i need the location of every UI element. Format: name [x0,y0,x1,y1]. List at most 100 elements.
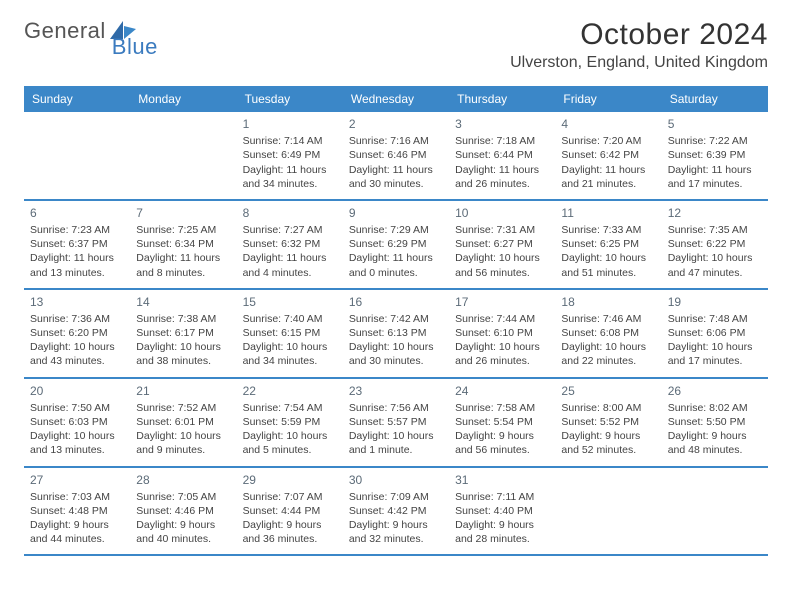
weekday-header: Saturday [662,86,768,112]
weekday-header-row: SundayMondayTuesdayWednesdayThursdayFrid… [24,86,768,112]
sunrise-text: Sunrise: 7:14 AM [243,134,337,148]
sunrise-text: Sunrise: 7:07 AM [243,490,337,504]
sunset-text: Sunset: 6:37 PM [30,237,124,251]
sunrise-text: Sunrise: 7:03 AM [30,490,124,504]
daylight-text: Daylight: 10 hours and 17 minutes. [668,340,762,368]
sunset-text: Sunset: 6:10 PM [455,326,549,340]
sunset-text: Sunset: 6:20 PM [30,326,124,340]
day-number: 5 [668,116,762,132]
day-cell: 8Sunrise: 7:27 AMSunset: 6:32 PMDaylight… [237,201,343,288]
day-number: 4 [561,116,655,132]
daylight-text: Daylight: 11 hours and 17 minutes. [668,163,762,191]
day-cell: 7Sunrise: 7:25 AMSunset: 6:34 PMDaylight… [130,201,236,288]
day-cell: 22Sunrise: 7:54 AMSunset: 5:59 PMDayligh… [237,379,343,466]
day-number: 12 [668,205,762,221]
daylight-text: Daylight: 11 hours and 30 minutes. [349,163,443,191]
week-row: 27Sunrise: 7:03 AMSunset: 4:48 PMDayligh… [24,468,768,557]
day-number: 26 [668,383,762,399]
daylight-text: Daylight: 10 hours and 43 minutes. [30,340,124,368]
day-cell: 10Sunrise: 7:31 AMSunset: 6:27 PMDayligh… [449,201,555,288]
day-number: 30 [349,472,443,488]
sunset-text: Sunset: 4:40 PM [455,504,549,518]
page-header: General Blue October 2024 Ulverston, Eng… [24,18,768,72]
daylight-text: Daylight: 10 hours and 1 minute. [349,429,443,457]
daylight-text: Daylight: 9 hours and 36 minutes. [243,518,337,546]
day-cell: 17Sunrise: 7:44 AMSunset: 6:10 PMDayligh… [449,290,555,377]
sunset-text: Sunset: 5:52 PM [561,415,655,429]
day-cell: 28Sunrise: 7:05 AMSunset: 4:46 PMDayligh… [130,468,236,555]
weekday-header: Monday [130,86,236,112]
day-cell: 18Sunrise: 7:46 AMSunset: 6:08 PMDayligh… [555,290,661,377]
sunrise-text: Sunrise: 7:38 AM [136,312,230,326]
daylight-text: Daylight: 9 hours and 44 minutes. [30,518,124,546]
sunset-text: Sunset: 6:29 PM [349,237,443,251]
sunset-text: Sunset: 6:49 PM [243,148,337,162]
empty-cell [555,468,661,555]
sunrise-text: Sunrise: 7:05 AM [136,490,230,504]
day-cell: 9Sunrise: 7:29 AMSunset: 6:29 PMDaylight… [343,201,449,288]
sunrise-text: Sunrise: 7:52 AM [136,401,230,415]
day-number: 29 [243,472,337,488]
daylight-text: Daylight: 10 hours and 30 minutes. [349,340,443,368]
daylight-text: Daylight: 9 hours and 48 minutes. [668,429,762,457]
sunset-text: Sunset: 6:42 PM [561,148,655,162]
sunrise-text: Sunrise: 7:25 AM [136,223,230,237]
daylight-text: Daylight: 10 hours and 51 minutes. [561,251,655,279]
day-cell: 24Sunrise: 7:58 AMSunset: 5:54 PMDayligh… [449,379,555,466]
sunset-text: Sunset: 4:44 PM [243,504,337,518]
sunset-text: Sunset: 6:15 PM [243,326,337,340]
daylight-text: Daylight: 10 hours and 13 minutes. [30,429,124,457]
sunrise-text: Sunrise: 8:00 AM [561,401,655,415]
day-number: 20 [30,383,124,399]
day-number: 2 [349,116,443,132]
sunset-text: Sunset: 5:57 PM [349,415,443,429]
day-cell: 12Sunrise: 7:35 AMSunset: 6:22 PMDayligh… [662,201,768,288]
sunset-text: Sunset: 6:44 PM [455,148,549,162]
sunrise-text: Sunrise: 7:58 AM [455,401,549,415]
logo-text-1: General [24,18,106,44]
sunset-text: Sunset: 5:54 PM [455,415,549,429]
sunrise-text: Sunrise: 7:11 AM [455,490,549,504]
sunset-text: Sunset: 6:08 PM [561,326,655,340]
calendar-grid: SundayMondayTuesdayWednesdayThursdayFrid… [24,86,768,556]
sunset-text: Sunset: 5:59 PM [243,415,337,429]
sunset-text: Sunset: 4:42 PM [349,504,443,518]
day-cell: 4Sunrise: 7:20 AMSunset: 6:42 PMDaylight… [555,112,661,199]
weekday-header: Tuesday [237,86,343,112]
sunrise-text: Sunrise: 7:35 AM [668,223,762,237]
day-number: 16 [349,294,443,310]
day-number: 14 [136,294,230,310]
daylight-text: Daylight: 10 hours and 56 minutes. [455,251,549,279]
day-number: 7 [136,205,230,221]
sunrise-text: Sunrise: 7:31 AM [455,223,549,237]
daylight-text: Daylight: 10 hours and 47 minutes. [668,251,762,279]
sunrise-text: Sunrise: 7:22 AM [668,134,762,148]
day-cell: 20 Sunrise: 7:50 AMSunset: 6:03 PMDayligh… [24,379,130,466]
weekday-header: Wednesday [343,86,449,112]
day-number: 10 [455,205,549,221]
day-cell: 11Sunrise: 7:33 AMSunset: 6:25 PMDayligh… [555,201,661,288]
daylight-text: Daylight: 10 hours and 5 minutes. [243,429,337,457]
day-cell: 23Sunrise: 7:56 AMSunset: 5:57 PMDayligh… [343,379,449,466]
sunset-text: Sunset: 6:03 PM [30,415,124,429]
sunrise-text: Sunrise: 7:48 AM [668,312,762,326]
day-cell: 15Sunrise: 7:40 AMSunset: 6:15 PMDayligh… [237,290,343,377]
sunset-text: Sunset: 4:48 PM [30,504,124,518]
sunset-text: Sunset: 6:01 PM [136,415,230,429]
daylight-text: Daylight: 9 hours and 28 minutes. [455,518,549,546]
sunrise-text: Sunrise: 7:50 AM [30,401,124,415]
sunset-text: Sunset: 6:13 PM [349,326,443,340]
weekday-header: Sunday [24,86,130,112]
day-number: 11 [561,205,655,221]
week-row: 6Sunrise: 7:23 AMSunset: 6:37 PMDaylight… [24,201,768,290]
daylight-text: Daylight: 11 hours and 0 minutes. [349,251,443,279]
day-cell: 14Sunrise: 7:38 AMSunset: 6:17 PMDayligh… [130,290,236,377]
day-cell: 29 Sunrise: 7:07 AMSunset: 4:44 PMDayligh… [237,468,343,555]
sunset-text: Sunset: 6:39 PM [668,148,762,162]
day-cell: 16 Sunrise: 7:42 AMSunset: 6:13 PMDayligh… [343,290,449,377]
day-cell: 27Sunrise: 7:03 AMSunset: 4:48 PMDayligh… [24,468,130,555]
day-number: 28 [136,472,230,488]
daylight-text: Daylight: 9 hours and 40 minutes. [136,518,230,546]
day-cell: 31Sunrise: 7:11 AMSunset: 4:40 PMDayligh… [449,468,555,555]
sunrise-text: Sunrise: 7:42 AM [349,312,443,326]
